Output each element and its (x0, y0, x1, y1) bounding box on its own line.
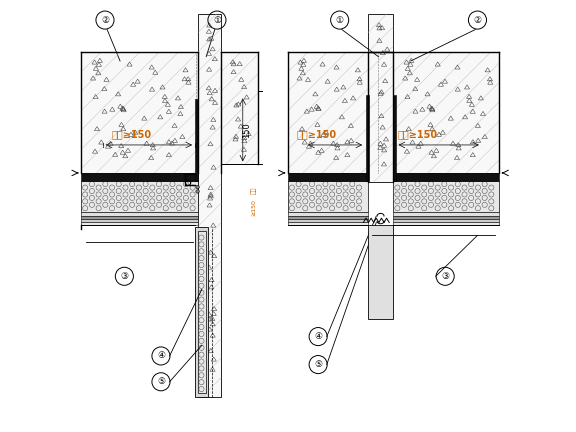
Text: ⑤: ⑤ (314, 360, 322, 369)
Bar (288, 14, 499, 52)
Circle shape (196, 185, 199, 189)
Bar (393, 222, 499, 225)
Text: 翻包≥150: 翻包≥150 (111, 129, 151, 139)
Text: ②: ② (473, 16, 482, 25)
Bar (288, 219, 367, 222)
Bar (393, 173, 499, 181)
Bar (393, 219, 499, 222)
Bar (195, 99, 199, 181)
Bar (198, 231, 206, 393)
Text: ①: ① (336, 16, 344, 25)
Text: 翻包≥150: 翻包≥150 (398, 129, 438, 139)
Text: ⑤: ⑤ (157, 377, 165, 386)
Bar (393, 212, 499, 216)
Bar (288, 212, 367, 216)
Bar (81, 14, 258, 52)
Bar (366, 95, 369, 181)
Circle shape (196, 190, 199, 193)
Bar (393, 216, 499, 219)
Bar (81, 173, 198, 181)
Bar (198, 14, 221, 397)
Bar (367, 14, 393, 181)
Bar (288, 52, 367, 173)
Text: ①: ① (213, 16, 221, 25)
Bar (393, 52, 499, 173)
Bar (221, 52, 258, 164)
Bar (288, 181, 367, 212)
Bar (288, 216, 367, 219)
Bar (367, 225, 393, 319)
Bar (81, 212, 198, 216)
Text: ④: ④ (157, 352, 165, 360)
Bar (288, 173, 367, 181)
Text: ③: ③ (120, 272, 128, 281)
Bar (81, 181, 198, 212)
Text: 翻包≥150: 翻包≥150 (297, 129, 337, 139)
Bar (81, 216, 198, 219)
Bar (195, 227, 209, 397)
Bar (81, 219, 198, 222)
Bar (81, 52, 198, 173)
Bar (393, 95, 396, 181)
Text: 150: 150 (242, 122, 252, 138)
Text: ≥150: ≥150 (251, 199, 256, 216)
Text: ④: ④ (314, 332, 322, 341)
Bar (393, 181, 499, 212)
Text: 翻包: 翻包 (251, 187, 256, 194)
Text: ②: ② (101, 16, 109, 25)
Bar (81, 222, 198, 225)
Text: ③: ③ (441, 272, 449, 281)
Bar (288, 222, 367, 225)
